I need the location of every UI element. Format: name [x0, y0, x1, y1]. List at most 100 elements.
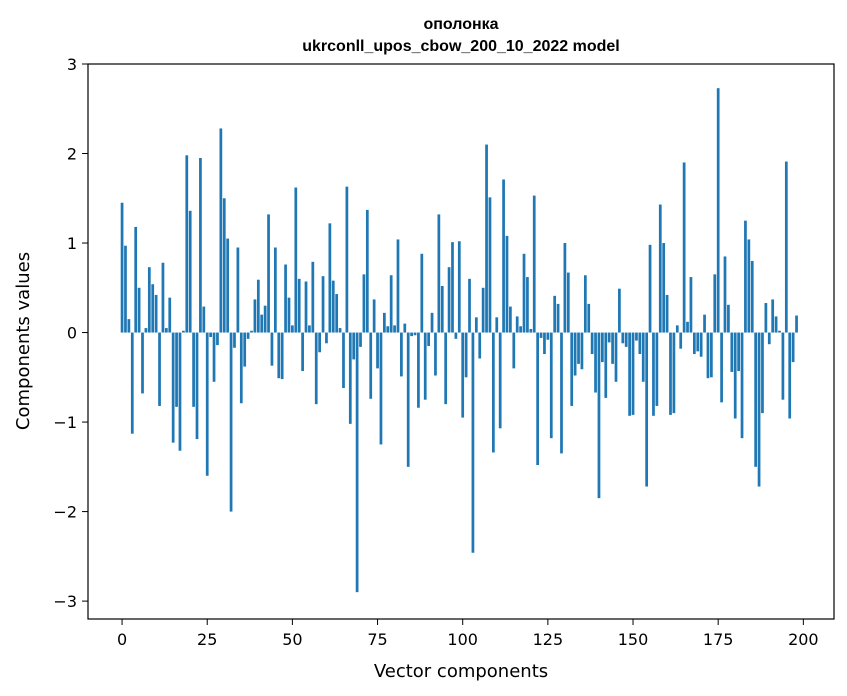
- bar-component-65: [342, 332, 345, 389]
- bar-component-59: [321, 276, 325, 333]
- bar-component-109: [492, 332, 495, 453]
- bar-component-35: [239, 332, 243, 404]
- bar-component-118: [522, 253, 526, 333]
- x-tick-label: 0: [117, 630, 127, 649]
- bar-component-64: [338, 328, 342, 333]
- bar-component-107: [485, 144, 488, 333]
- bar-component-75: [376, 332, 379, 369]
- x-axis-label: Vector components: [374, 661, 548, 682]
- bar-component-193: [778, 330, 781, 333]
- bar-component-91: [430, 312, 434, 333]
- bar-component-96: [447, 267, 451, 333]
- bar-component-24: [202, 306, 206, 333]
- bar-component-160: [665, 294, 669, 333]
- bar-component-49: [287, 297, 291, 333]
- bar-component-110: [495, 317, 499, 333]
- bar-component-115: [512, 332, 516, 369]
- bar-component-104: [474, 317, 478, 333]
- bar-component-78: [386, 326, 390, 333]
- y-tick-label: −2: [53, 503, 77, 522]
- bar-component-127: [553, 295, 557, 333]
- bar-component-147: [621, 332, 625, 344]
- bar-component-48: [284, 264, 287, 333]
- bar-component-67: [348, 332, 352, 424]
- bar-component-81: [396, 239, 400, 333]
- y-tick-label: −1: [53, 413, 77, 432]
- x-tick-label: 25: [197, 630, 217, 649]
- bar-component-44: [270, 332, 274, 366]
- bar-component-185: [750, 260, 754, 333]
- bar-component-29: [219, 128, 223, 333]
- bar-component-188: [761, 332, 764, 414]
- bar-component-56: [311, 261, 315, 333]
- x-tick-label: 75: [367, 630, 387, 649]
- bar-component-71: [362, 274, 366, 333]
- bar-component-152: [638, 332, 642, 355]
- bar-component-90: [427, 332, 431, 346]
- bar-component-19: [185, 155, 189, 333]
- bar-component-169: [696, 332, 700, 352]
- bar-component-124: [543, 332, 546, 355]
- bar-component-43: [267, 214, 270, 333]
- bar-component-80: [393, 325, 396, 333]
- bar-component-85: [410, 332, 413, 337]
- bar-component-189: [764, 303, 768, 333]
- bar-component-10: [154, 294, 158, 333]
- bar-component-148: [624, 332, 628, 347]
- bar-component-61: [328, 223, 332, 333]
- bar-component-129: [560, 332, 563, 454]
- bar-component-158: [658, 204, 662, 333]
- bar-component-136: [583, 275, 587, 333]
- bar-component-197: [791, 332, 795, 363]
- bar-component-98: [454, 332, 458, 339]
- bar-component-42: [263, 305, 267, 333]
- bar-component-133: [573, 332, 577, 376]
- bar-component-12: [161, 262, 165, 333]
- bar-component-170: [699, 332, 703, 357]
- bar-component-151: [635, 332, 638, 341]
- bar-component-3: [130, 332, 134, 434]
- bar-component-6: [141, 332, 144, 394]
- bar-component-37: [246, 332, 250, 339]
- bar-component-183: [744, 220, 747, 333]
- bar-component-0: [120, 202, 124, 333]
- bar-component-191: [771, 299, 775, 333]
- bar-component-33: [233, 332, 236, 348]
- bar-component-72: [365, 209, 369, 333]
- bar-component-5: [137, 287, 141, 333]
- y-axis-label: Components values: [13, 252, 34, 430]
- x-tick-label: 100: [447, 630, 478, 649]
- bar-component-116: [515, 316, 519, 333]
- bar-component-190: [767, 332, 771, 345]
- bar-component-83: [403, 323, 407, 333]
- bar-component-57: [314, 332, 318, 405]
- bar-component-95: [444, 332, 448, 405]
- x-axis: 0 25 50 75 100 125 150 175 200: [117, 619, 819, 649]
- bar-component-174: [713, 274, 717, 333]
- bar-component-36: [243, 332, 247, 367]
- bar-component-195: [784, 161, 788, 333]
- bar-component-192: [774, 316, 778, 333]
- bar-component-131: [566, 272, 570, 333]
- y-tick-label: 2: [67, 145, 77, 164]
- bar-component-176: [720, 332, 723, 403]
- bar-component-8: [147, 267, 151, 333]
- bar-component-73: [369, 332, 373, 399]
- bar-component-11: [158, 332, 161, 406]
- chart-title-line2: ukrconll_upos_cbow_200_10_2022 model: [302, 38, 619, 55]
- bar-component-70: [359, 332, 362, 347]
- bar-component-153: [641, 332, 645, 382]
- bar-component-18: [182, 330, 185, 333]
- bar-component-38: [250, 330, 253, 333]
- bar-component-53: [301, 332, 304, 372]
- bar-component-20: [188, 210, 192, 333]
- bar-component-45: [273, 247, 277, 333]
- bar-component-167: [689, 277, 693, 333]
- x-tick-label: 125: [533, 630, 564, 649]
- bar-component-40: [256, 279, 260, 333]
- bar-component-46: [277, 332, 281, 379]
- bar-component-168: [692, 332, 696, 355]
- bar-component-103: [471, 332, 475, 553]
- bar-component-178: [727, 304, 730, 333]
- bar-component-172: [706, 332, 710, 379]
